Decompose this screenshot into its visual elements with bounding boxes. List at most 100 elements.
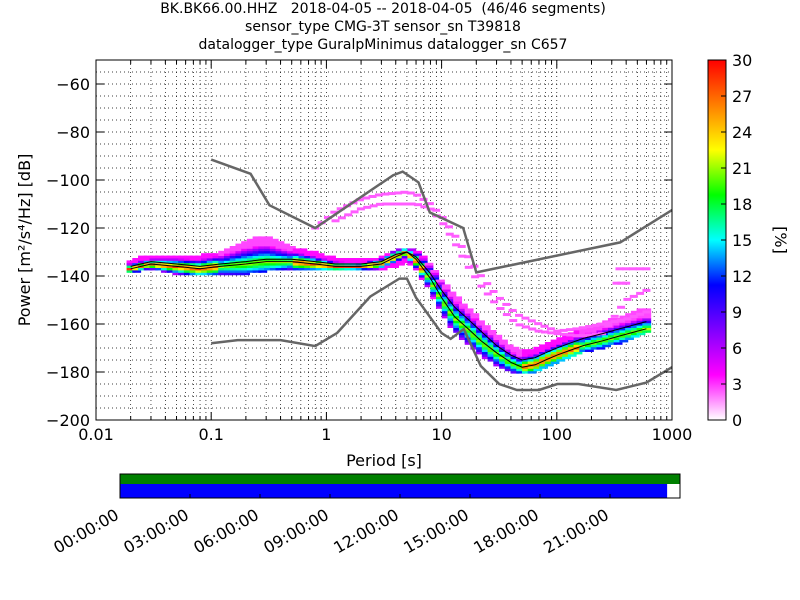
density-cell [241, 265, 251, 268]
colorbar-tick-label: 15 [732, 231, 752, 250]
density-cell [481, 351, 491, 355]
density-cell [378, 267, 388, 271]
outlier-cell [636, 291, 645, 295]
density-cell [223, 250, 233, 254]
density-cell [447, 315, 457, 319]
density-cell [172, 255, 182, 259]
density-cell [229, 255, 239, 259]
density-cell [275, 253, 285, 256]
density-cell [241, 250, 251, 254]
density-cell [384, 258, 394, 261]
density-cell [275, 246, 285, 249]
density-cell [573, 351, 583, 355]
density-cell [418, 262, 428, 266]
outlier-cell [629, 294, 638, 298]
density-cell [493, 334, 503, 338]
outlier-cell [534, 329, 543, 333]
density-cell [499, 366, 508, 369]
outlier-cell [615, 267, 624, 271]
outlier-cell [490, 300, 499, 304]
density-cell [527, 349, 537, 352]
density-cell [458, 320, 468, 324]
outlier-cell [642, 288, 651, 292]
density-cell [590, 344, 600, 348]
density-cell [172, 260, 182, 264]
density-cell [453, 327, 463, 331]
outlier-cell [578, 334, 587, 338]
density-cell [516, 358, 526, 362]
density-cell [556, 351, 566, 355]
density-cell [567, 342, 577, 345]
density-cell [327, 262, 336, 266]
density-cell [493, 346, 503, 350]
density-cell [212, 270, 222, 273]
density-cell [436, 284, 445, 288]
density-cell [504, 363, 514, 367]
density-cell [625, 322, 634, 326]
density-cell [304, 258, 314, 261]
density-cell [132, 267, 142, 271]
density-cell [550, 342, 560, 345]
density-cell [619, 332, 629, 336]
density-cell [218, 270, 228, 273]
density-cell [390, 262, 400, 266]
density-cell [607, 327, 617, 331]
density-cell [407, 248, 417, 252]
colorbar-tick-label: 24 [732, 123, 752, 142]
outlier-cell [521, 316, 530, 320]
density-cell [143, 258, 153, 261]
colorbar-tick-label: 3 [732, 375, 742, 394]
density-cell [281, 243, 291, 247]
density-cell [430, 277, 440, 280]
outlier-cell [425, 202, 434, 206]
density-cell [447, 291, 457, 295]
density-cell [367, 260, 377, 264]
outlier-cell [553, 329, 562, 333]
outlier-cell [419, 197, 428, 201]
density-cell [533, 361, 543, 364]
density-cell [252, 243, 262, 247]
high-noise-model-line [210, 158, 672, 274]
density-cell [160, 267, 170, 271]
density-cell [246, 248, 256, 252]
density-cell [441, 296, 451, 300]
density-cell [533, 356, 543, 360]
density-cell [562, 344, 571, 348]
density-cell [287, 265, 296, 268]
outlier-cell [401, 202, 410, 206]
density-cell [378, 255, 388, 259]
outlier-cell [489, 290, 498, 294]
density-cell [281, 255, 291, 259]
density-cell [292, 267, 302, 271]
density-cell [458, 337, 468, 340]
density-cell [636, 315, 646, 319]
density-cell [178, 258, 187, 261]
density-cell [636, 325, 646, 328]
density-cell [470, 327, 480, 331]
density-cell [155, 255, 165, 259]
density-cell [499, 339, 508, 343]
density-cell [269, 246, 279, 249]
density-cell [132, 260, 142, 264]
density-cell [275, 241, 285, 244]
outlier-cell [476, 274, 485, 278]
density-cell [155, 260, 165, 264]
density-cell [607, 318, 617, 321]
density-cell [487, 334, 497, 338]
density-cell [241, 243, 251, 247]
density-cell [441, 298, 451, 302]
density-cell [223, 270, 233, 273]
density-cell [636, 327, 646, 331]
density-cell [246, 265, 256, 268]
density-cell [315, 265, 325, 268]
density-cell [596, 337, 606, 340]
density-cell [418, 270, 428, 273]
density-cell [630, 320, 640, 324]
density-cell [521, 370, 531, 374]
density-cell [407, 258, 417, 261]
density-cell [258, 238, 268, 242]
density-cell [470, 325, 480, 328]
density-cell [206, 260, 216, 264]
density-cell [544, 361, 554, 364]
density-cell [315, 267, 325, 271]
